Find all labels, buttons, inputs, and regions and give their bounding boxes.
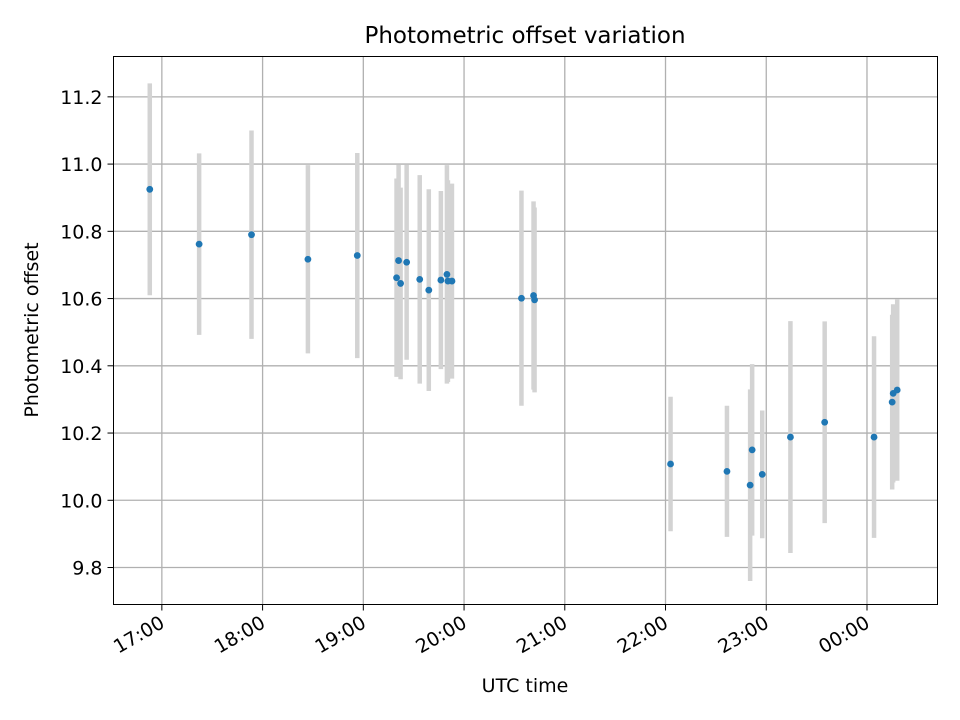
x-tick-label: 22:00: [614, 612, 672, 658]
data-point: [748, 446, 756, 454]
x-axis-label: UTC time: [482, 675, 569, 697]
data-point: [746, 481, 754, 489]
data-point: [425, 286, 433, 294]
data-point: [870, 433, 878, 441]
y-tick-label: 10.6: [60, 289, 102, 311]
x-axis-ticks: 17:00 18:00 19:00 20:00 21:00 22:00 23:00 00:00: [110, 604, 873, 658]
plot-frame: [113, 56, 938, 605]
data-point: [667, 460, 674, 468]
x-tick-label: 17:00: [110, 612, 168, 658]
data-point: [723, 467, 731, 475]
y-tick-label: 9.8: [72, 558, 102, 580]
y-axis-ticks: 9.8 10.0 10.2 10.4 10.6 10.8 11.0 11.2: [60, 87, 114, 580]
data-point: [397, 280, 404, 287]
data-point: [787, 433, 794, 441]
data-point: [893, 386, 901, 394]
y-axis-label: Photometric offset: [21, 242, 43, 417]
data-point: [393, 274, 400, 282]
data-point: [395, 257, 402, 264]
data-point: [758, 470, 766, 478]
x-tick-label: 20:00: [412, 612, 470, 658]
data-points: [146, 185, 901, 489]
x-tick-label: 21:00: [513, 612, 571, 658]
data-point: [248, 231, 255, 239]
grid: [113, 56, 938, 605]
error-bars: [147, 83, 900, 581]
data-point: [821, 418, 829, 426]
chart-title: Photometric offset variation: [364, 23, 685, 49]
x-tick-label: 18:00: [211, 612, 269, 658]
data-point: [448, 277, 456, 285]
y-tick-label: 10.4: [60, 356, 102, 378]
data-point: [437, 276, 445, 284]
data-point: [195, 240, 203, 248]
data-point: [416, 275, 424, 283]
data-point: [888, 398, 896, 406]
y-tick-label: 11.2: [60, 87, 102, 109]
data-point: [531, 296, 538, 304]
x-tick-label: 19:00: [311, 612, 369, 658]
data-point: [304, 255, 312, 263]
y-tick-label: 10.8: [60, 221, 102, 243]
data-point: [146, 185, 154, 193]
x-tick-label: 23:00: [714, 612, 772, 658]
data-point: [443, 270, 451, 278]
data-point: [353, 252, 361, 259]
y-tick-label: 11.0: [60, 154, 102, 176]
y-tick-label: 10.0: [60, 490, 102, 512]
data-point: [518, 294, 525, 302]
x-tick-label: 00:00: [815, 612, 873, 658]
y-tick-label: 10.2: [60, 423, 102, 445]
data-point: [403, 258, 411, 266]
